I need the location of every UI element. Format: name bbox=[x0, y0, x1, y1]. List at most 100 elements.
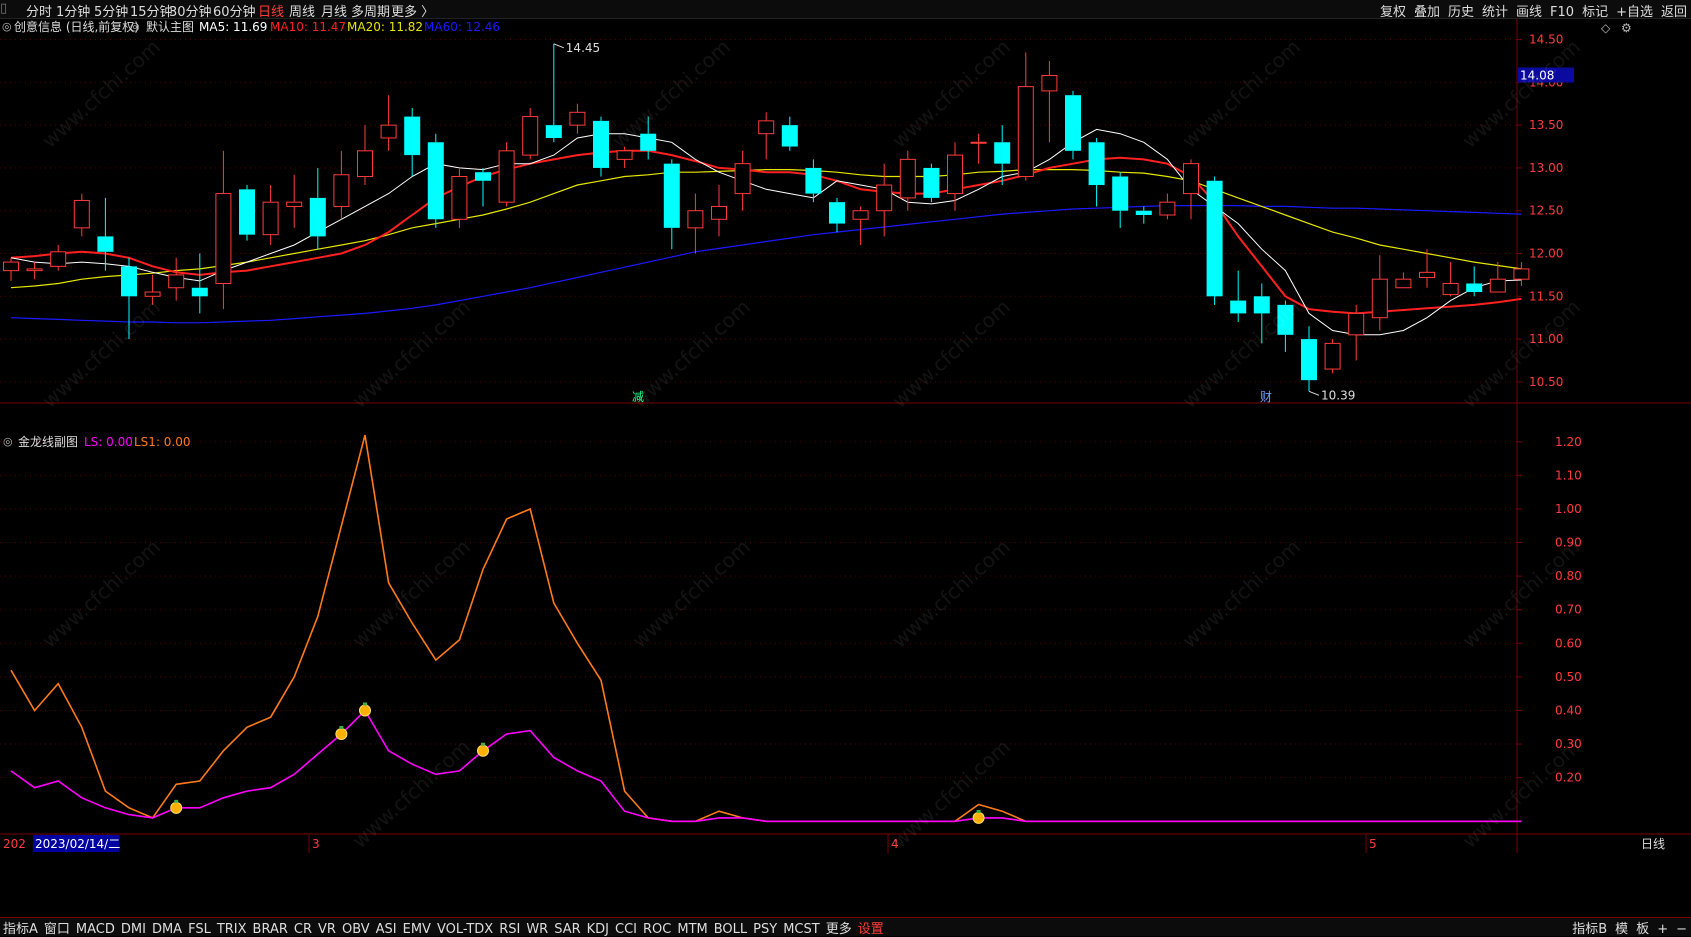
indicator-tab-1[interactable]: 窗口 bbox=[43, 922, 70, 937]
period-tab-0[interactable]: 分时 bbox=[26, 5, 53, 20]
tool-2[interactable]: 历史 bbox=[1447, 5, 1474, 20]
indicator-tab-23[interactable]: MCST bbox=[783, 922, 820, 937]
indicator-tab-4[interactable]: DMA bbox=[151, 922, 183, 937]
candle bbox=[73, 193, 90, 237]
candle bbox=[522, 108, 539, 160]
tool-8[interactable]: 返回 bbox=[1660, 5, 1687, 20]
indicator-tab-22[interactable]: PSY bbox=[753, 922, 778, 937]
indicator-tab-11[interactable]: ASI bbox=[375, 922, 397, 937]
template-settings-icon[interactable]: ◎ bbox=[130, 20, 140, 33]
indicator-tab-17[interactable]: KDJ bbox=[586, 922, 610, 937]
period-tab-4[interactable]: 30分钟 bbox=[169, 5, 212, 20]
indicator-tab-7[interactable]: BRAR bbox=[252, 922, 288, 937]
indicator-tab-14[interactable]: RSI bbox=[499, 922, 521, 937]
candle bbox=[876, 163, 893, 237]
bottom-tool-2[interactable]: 板 bbox=[1636, 922, 1650, 937]
gear-icon[interactable]: ⚙ bbox=[1621, 21, 1632, 35]
candle bbox=[663, 159, 680, 250]
tool-7[interactable]: +自选 bbox=[1616, 5, 1653, 20]
tool-1[interactable]: 叠加 bbox=[1413, 5, 1440, 20]
indicator-tab-24[interactable]: 更多 bbox=[825, 922, 852, 937]
date-axis-start-label: 202 bbox=[3, 837, 26, 851]
main-template-label[interactable]: 默认主图 bbox=[146, 19, 194, 34]
period-tab-2[interactable]: 5分钟 bbox=[94, 5, 129, 20]
indicator-tab-2[interactable]: MACD bbox=[75, 922, 115, 937]
indicator-tab-25[interactable]: 设置 bbox=[857, 922, 884, 937]
indicator-tab-9[interactable]: VR bbox=[318, 922, 336, 937]
ma10-label: MA10: 11.47 bbox=[270, 20, 346, 34]
diamond-icon[interactable]: ◇ bbox=[1601, 21, 1611, 35]
candle bbox=[1301, 326, 1317, 392]
sub-settings-icon[interactable]: ◎ bbox=[3, 435, 13, 448]
candle bbox=[144, 274, 161, 305]
indicator-tab-19[interactable]: ROC bbox=[643, 922, 672, 937]
tool-4[interactable]: 画线 bbox=[1516, 5, 1543, 20]
sub-chart-lines bbox=[10, 434, 1522, 823]
candle bbox=[829, 197, 845, 233]
chart-settings-icon[interactable]: ◎ bbox=[2, 20, 12, 33]
sub-title[interactable]: 金龙线副图 bbox=[18, 434, 78, 449]
bottom-tool-1[interactable]: 模 bbox=[1615, 922, 1629, 937]
ma10-path bbox=[10, 149, 1522, 315]
indicator-tab-18[interactable]: CCI bbox=[615, 922, 638, 937]
price-tick-label: 10.50 bbox=[1529, 375, 1563, 389]
indicator-tab-16[interactable]: SAR bbox=[554, 922, 581, 937]
period-tab-5[interactable]: 60分钟 bbox=[213, 5, 256, 20]
period-tab-8[interactable]: 月线 bbox=[321, 5, 348, 20]
candle bbox=[1230, 270, 1247, 322]
period-tab-7[interactable]: 周线 bbox=[289, 5, 316, 20]
candle bbox=[286, 174, 303, 228]
svg-text:www.cfchi.com: www.cfchi.com bbox=[887, 295, 1014, 413]
period-tab-3[interactable]: 15分钟 bbox=[130, 5, 173, 20]
period-tab-9[interactable]: 多周期 bbox=[351, 5, 391, 20]
indicator-tab-20[interactable]: MTM bbox=[677, 922, 708, 937]
period-tab-6[interactable]: 日线 bbox=[258, 5, 285, 20]
bottom-tool-0[interactable]: 指标B bbox=[1572, 922, 1608, 937]
svg-text:www.cfchi.com: www.cfchi.com bbox=[347, 295, 474, 413]
candle bbox=[781, 116, 798, 151]
ma20-path bbox=[10, 169, 1522, 289]
indicator-tab-8[interactable]: CR bbox=[293, 922, 313, 937]
indicator-tick-label: 1.10 bbox=[1555, 468, 1582, 482]
indicator-tab-12[interactable]: EMV bbox=[402, 922, 431, 937]
indicator-tab-13[interactable]: VOL-TDX bbox=[436, 922, 494, 937]
high-price-annotation: 14.45 bbox=[553, 41, 600, 55]
svg-text:www.cfchi.com: www.cfchi.com bbox=[627, 295, 754, 413]
tool-0[interactable]: 复权 bbox=[1379, 5, 1406, 20]
svg-text:www.cfchi.com: www.cfchi.com bbox=[627, 535, 754, 653]
indicator-tab-21[interactable]: BOLL bbox=[713, 922, 748, 937]
finance-marker[interactable]: 财 bbox=[1260, 390, 1272, 404]
svg-text:www.cfchi.com: www.cfchi.com bbox=[1457, 295, 1584, 413]
tool-5[interactable]: F10 bbox=[1550, 5, 1575, 20]
indicator-tab-0[interactable]: 指标A bbox=[3, 922, 38, 937]
candle bbox=[1277, 300, 1294, 352]
candle bbox=[333, 150, 350, 220]
candle bbox=[545, 43, 562, 143]
current-price-badge: 14.08 bbox=[1518, 67, 1574, 83]
price-tick-label: 13.50 bbox=[1529, 118, 1563, 132]
tool-6[interactable]: 标记 bbox=[1582, 5, 1609, 20]
candle bbox=[1324, 339, 1341, 374]
tool-3[interactable]: 统计 bbox=[1482, 5, 1509, 20]
candlestick-series bbox=[3, 43, 1530, 392]
candle bbox=[687, 193, 704, 254]
candle bbox=[262, 185, 279, 245]
indicator-tab-3[interactable]: DMI bbox=[120, 922, 146, 937]
indicator-tab-15[interactable]: WR bbox=[526, 922, 549, 937]
reduce-marker[interactable]: 减 bbox=[632, 390, 644, 404]
candle bbox=[1253, 283, 1270, 344]
candle bbox=[734, 150, 751, 211]
period-tab-1[interactable]: 1分钟 bbox=[56, 5, 91, 20]
period-tab-10[interactable]: 更多 〉 bbox=[391, 5, 435, 20]
indicator-tab-10[interactable]: OBV bbox=[341, 922, 370, 937]
indicator-tick-label: 0.40 bbox=[1555, 703, 1582, 717]
candle bbox=[640, 116, 657, 160]
indicator-tab-6[interactable]: TRIX bbox=[216, 922, 247, 937]
candle bbox=[805, 159, 822, 203]
svg-text:www.cfchi.com: www.cfchi.com bbox=[1457, 535, 1584, 653]
bottom-tool-4[interactable]: − bbox=[1676, 922, 1687, 937]
indicator-tab-5[interactable]: FSL bbox=[188, 922, 211, 937]
toolbar-handle-icon: ▯ bbox=[0, 1, 8, 16]
bottom-tool-3[interactable]: + bbox=[1657, 922, 1669, 937]
price-tick-label: 11.00 bbox=[1529, 332, 1563, 346]
